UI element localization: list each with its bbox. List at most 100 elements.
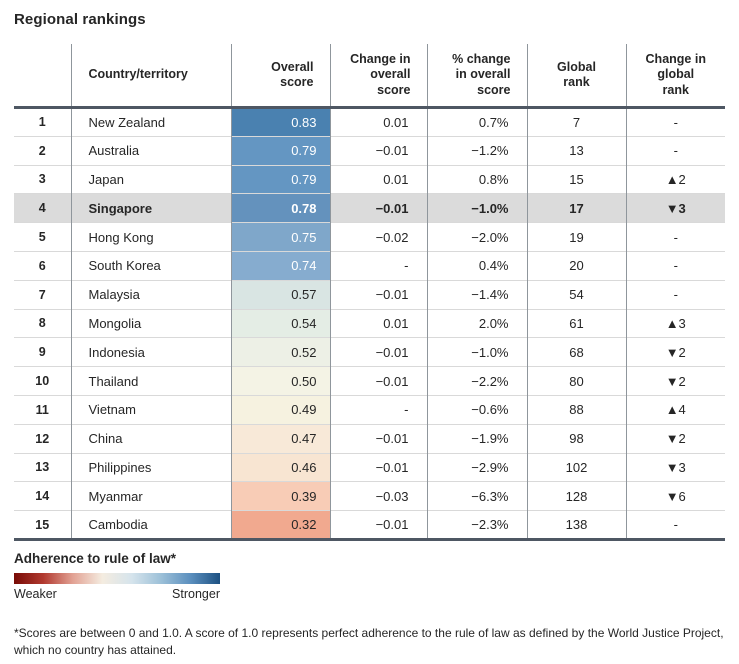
legend-weaker-label: Weaker bbox=[14, 586, 57, 601]
pct-change-cell: −0.6% bbox=[427, 395, 528, 425]
regional-rank-cell: 3 bbox=[14, 165, 72, 194]
pct-change-cell: −2.9% bbox=[427, 453, 528, 482]
country-cell: Cambodia bbox=[71, 510, 232, 540]
score-change-cell: −0.01 bbox=[330, 366, 428, 396]
regional-rank-cell: 8 bbox=[14, 309, 72, 338]
score-change-cell: −0.01 bbox=[330, 510, 428, 540]
pct-change-cell: −1.0% bbox=[427, 337, 528, 367]
regional-rank-cell: 10 bbox=[14, 366, 72, 396]
regional-rank-cell: 5 bbox=[14, 222, 72, 252]
header-country: Country/territory bbox=[71, 44, 232, 109]
score-change-cell: −0.01 bbox=[330, 193, 428, 223]
country-cell: Hong Kong bbox=[71, 222, 232, 252]
pct-change-cell: −6.3% bbox=[427, 481, 528, 511]
global-rank-cell: 102 bbox=[527, 453, 627, 482]
table-row: 5 Hong Kong 0.75 −0.02 −2.0% 19 - bbox=[14, 222, 725, 252]
table-row: 13 Philippines 0.46 −0.01 −2.9% 102 ▼3 bbox=[14, 453, 725, 482]
global-rank-cell: 80 bbox=[527, 366, 627, 396]
table-header-row: Country/territory Overall score Change i… bbox=[14, 44, 725, 109]
global-rank-cell: 88 bbox=[527, 395, 627, 425]
country-cell: South Korea bbox=[71, 251, 232, 281]
table-row: 9 Indonesia 0.52 −0.01 −1.0% 68 ▼2 bbox=[14, 337, 725, 367]
overall-score-cell: 0.39 bbox=[231, 481, 331, 511]
overall-score-cell: 0.49 bbox=[231, 395, 331, 425]
global-rank-change-cell: ▲4 bbox=[665, 402, 686, 418]
pct-change-cell: 0.7% bbox=[427, 107, 528, 137]
score-change-cell: −0.01 bbox=[330, 424, 428, 454]
score-change-cell: −0.01 bbox=[330, 280, 428, 310]
global-rank-change-cell: - bbox=[673, 287, 678, 303]
global-rank-cell: 19 bbox=[527, 222, 627, 252]
global-rank-change-cell: - bbox=[673, 517, 678, 533]
overall-score-cell: 0.78 bbox=[231, 193, 331, 223]
global-rank-change-cell: - bbox=[673, 143, 678, 159]
country-cell: Mongolia bbox=[71, 309, 232, 338]
global-rank-cell: 138 bbox=[527, 510, 627, 540]
score-change-cell: - bbox=[330, 395, 428, 425]
overall-score-cell: 0.74 bbox=[231, 251, 331, 281]
pct-change-cell: −1.4% bbox=[427, 280, 528, 310]
global-rank-cell: 17 bbox=[527, 193, 627, 223]
regional-rank-cell: 9 bbox=[14, 337, 72, 367]
country-cell: Myanmar bbox=[71, 481, 232, 511]
footnote: *Scores are between 0 and 1.0. A score o… bbox=[14, 625, 724, 657]
country-cell: Indonesia bbox=[71, 337, 232, 367]
score-change-cell: 0.01 bbox=[330, 309, 428, 338]
global-rank-change-cell: - bbox=[673, 114, 678, 130]
global-rank-cell: 54 bbox=[527, 280, 627, 310]
legend-gradient-bar bbox=[14, 572, 220, 584]
country-cell: Australia bbox=[71, 136, 232, 166]
overall-score-cell: 0.50 bbox=[231, 366, 331, 396]
table-row: 6 South Korea 0.74 - 0.4% 20 - bbox=[14, 251, 725, 281]
legend-labels: Weaker Stronger bbox=[14, 587, 220, 601]
pct-change-cell: −1.2% bbox=[427, 136, 528, 166]
country-cell: Thailand bbox=[71, 366, 232, 396]
score-change-cell: −0.02 bbox=[330, 222, 428, 252]
table-row: 2 Australia 0.79 −0.01 −1.2% 13 - bbox=[14, 136, 725, 166]
regional-rank-cell: 11 bbox=[14, 395, 72, 425]
header-change-score: Change in overall score bbox=[330, 44, 428, 109]
overall-score-cell: 0.47 bbox=[231, 424, 331, 454]
overall-score-cell: 0.54 bbox=[231, 309, 331, 338]
table-row: 10 Thailand 0.50 −0.01 −2.2% 80 ▼2 bbox=[14, 366, 725, 396]
colormap-legend: Adherence to rule of law* Weaker Stronge… bbox=[14, 551, 725, 601]
table-row: 11 Vietnam 0.49 - −0.6% 88 ▲4 bbox=[14, 395, 725, 425]
global-rank-cell: 61 bbox=[527, 309, 627, 338]
table-row: 14 Myanmar 0.39 −0.03 −6.3% 128 ▼6 bbox=[14, 481, 725, 511]
global-rank-change-cell: ▼6 bbox=[665, 488, 686, 504]
regional-rank-cell: 13 bbox=[14, 453, 72, 482]
table-row: 4 Singapore 0.78 −0.01 −1.0% 17 ▼3 bbox=[14, 193, 725, 223]
global-rank-cell: 7 bbox=[527, 107, 627, 137]
country-cell: New Zealand bbox=[71, 107, 232, 137]
regional-rank-cell: 6 bbox=[14, 251, 72, 281]
score-change-cell: - bbox=[330, 251, 428, 281]
table-row: 7 Malaysia 0.57 −0.01 −1.4% 54 - bbox=[14, 280, 725, 310]
score-change-cell: 0.01 bbox=[330, 107, 428, 137]
overall-score-cell: 0.79 bbox=[231, 165, 331, 194]
table-body: 1 New Zealand 0.83 0.01 0.7% 7 - 2 Austr… bbox=[14, 107, 725, 540]
global-rank-change-cell: - bbox=[673, 258, 678, 274]
score-change-cell: −0.01 bbox=[330, 453, 428, 482]
overall-score-cell: 0.46 bbox=[231, 453, 331, 482]
page-title: Regional rankings bbox=[14, 11, 146, 28]
pct-change-cell: 0.8% bbox=[427, 165, 528, 194]
overall-score-cell: 0.32 bbox=[231, 510, 331, 540]
global-rank-change-cell: ▼3 bbox=[665, 459, 686, 475]
regional-rank-cell: 1 bbox=[14, 107, 72, 137]
global-rank-change-cell: - bbox=[673, 229, 678, 245]
global-rank-change-cell: ▼2 bbox=[665, 431, 686, 447]
global-rank-cell: 20 bbox=[527, 251, 627, 281]
overall-score-cell: 0.57 bbox=[231, 280, 331, 310]
pct-change-cell: −2.3% bbox=[427, 510, 528, 540]
pct-change-cell: −1.9% bbox=[427, 424, 528, 454]
score-change-cell: −0.03 bbox=[330, 481, 428, 511]
legend-stronger-label: Stronger bbox=[172, 586, 220, 601]
global-rank-cell: 128 bbox=[527, 481, 627, 511]
country-cell: Philippines bbox=[71, 453, 232, 482]
score-change-cell: −0.01 bbox=[330, 337, 428, 367]
overall-score-cell: 0.83 bbox=[231, 107, 331, 137]
regional-rank-cell: 12 bbox=[14, 424, 72, 454]
table-row: 12 China 0.47 −0.01 −1.9% 98 ▼2 bbox=[14, 424, 725, 454]
country-cell: Malaysia bbox=[71, 280, 232, 310]
